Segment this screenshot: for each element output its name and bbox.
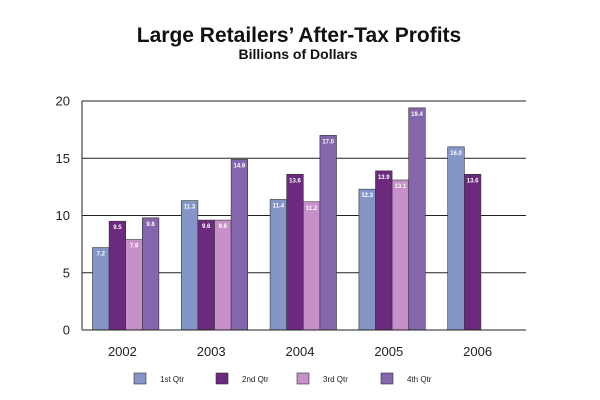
data-label: 13.9: [378, 175, 390, 181]
y-tick-label: 10: [56, 208, 70, 223]
data-label: 9.6: [219, 224, 228, 230]
data-label: 19.4: [411, 112, 423, 118]
bar: [125, 239, 143, 331]
bar: [319, 135, 337, 331]
bar: [142, 217, 160, 331]
bar: [375, 170, 393, 331]
bar: [197, 219, 215, 331]
legend-swatch: [380, 372, 394, 385]
bar: [230, 159, 249, 331]
data-label: 16.0: [450, 151, 462, 157]
data-label: 11.3: [184, 205, 196, 211]
bar: [408, 107, 426, 331]
chart-subtitle: Billions of Dollars: [238, 46, 357, 62]
bar: [92, 247, 110, 331]
legend-swatch: [296, 372, 310, 385]
data-label: 17.0: [322, 139, 334, 145]
data-label: 14.9: [234, 163, 246, 169]
x-tick-label: 2003: [197, 344, 226, 359]
data-label: 11.2: [306, 206, 318, 212]
x-tick-label: 2005: [374, 344, 403, 359]
data-label: 13.1: [395, 184, 407, 190]
data-label: 11.4: [273, 203, 285, 209]
data-label: 9.6: [202, 224, 211, 230]
legend-label: 2nd Qtr: [242, 375, 269, 384]
bars: 7.2 9.5 7.9 9.8 11.3 9.6 9.6 14.9 11.4 13.6 11.2 17…: [92, 107, 482, 331]
bar: [391, 179, 410, 331]
x-tick-label: 2002: [108, 344, 137, 359]
bar: [302, 201, 321, 331]
bar: [269, 199, 288, 331]
bar: [108, 220, 126, 331]
legend-swatch: [215, 372, 229, 385]
legend-label: 3rd Qtr: [323, 375, 348, 384]
y-tick-label: 20: [56, 94, 70, 109]
axes: 0 5 10 15 20 2002 2003 2004 2005 2006: [56, 94, 526, 359]
x-tick-label: 2004: [286, 344, 315, 359]
data-label: 7.2: [97, 252, 106, 258]
chart-title: Large Retailers’ After-Tax Profits: [137, 24, 461, 47]
legend-label: 1st Qtr: [160, 375, 184, 384]
data-label: 13.6: [289, 178, 301, 184]
bar: [447, 146, 465, 331]
data-label: 9.5: [113, 225, 122, 231]
bar: [286, 173, 304, 331]
bar: [463, 173, 482, 331]
legend-label: 4th Qtr: [407, 375, 432, 384]
y-tick-label: 0: [63, 323, 70, 338]
legend: 1st Qtr 2nd Qtr 3rd Qtr 4th Qtr: [133, 372, 432, 385]
y-tick-label: 15: [56, 151, 70, 166]
bar: [181, 200, 199, 331]
x-tick-label: 2006: [463, 344, 492, 359]
data-label: 13.6: [467, 178, 479, 184]
bar: [358, 188, 376, 331]
legend-swatch: [133, 372, 147, 385]
bar: [214, 219, 232, 331]
data-label: 12.3: [361, 193, 373, 199]
data-label: 7.9: [130, 244, 139, 250]
data-label: 9.8: [146, 222, 155, 228]
y-tick-label: 5: [63, 265, 70, 280]
